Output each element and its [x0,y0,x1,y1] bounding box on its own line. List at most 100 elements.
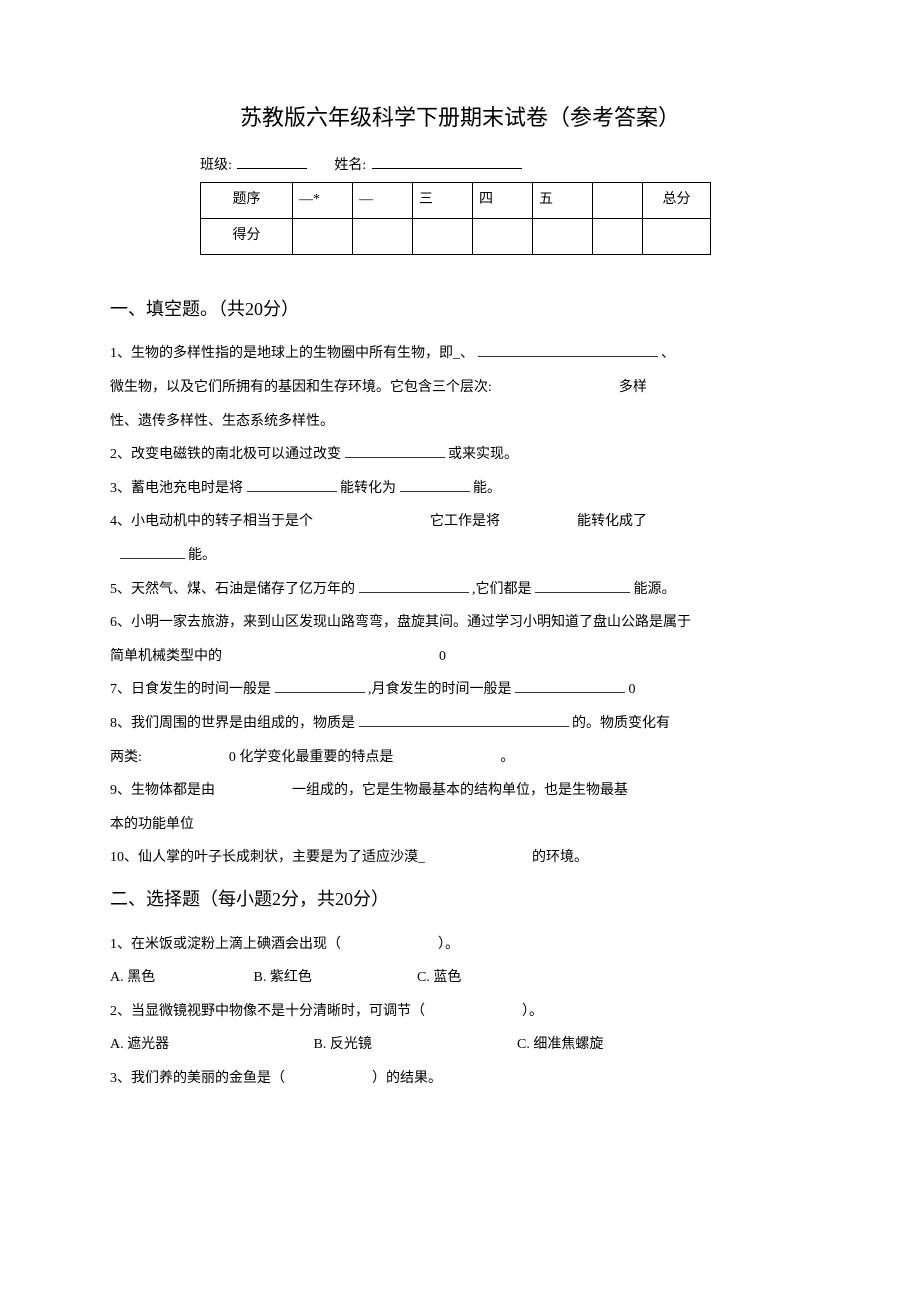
question-2: 2、改变电磁铁的南北极可以通过改变 或来实现。 [110,438,810,472]
q7-text-b: ,月食发生的时间一般是 [368,682,515,697]
q4-blank [120,546,185,559]
q5-text-c: 能源。 [634,582,676,597]
q3-blank-2 [400,479,470,492]
q9-text-c: 本的功能单位 [110,817,194,832]
question-4-line2: 能。 [110,539,810,573]
question-3: 3、蓄电池充电时是将 能转化为 能。 [110,472,810,506]
col-3: 三 [413,182,473,218]
s2-q1-opt-b: B. 紫红色 [254,961,414,995]
class-name-row: 班级: 姓名: [200,155,810,177]
col-blank [593,182,643,218]
question-8-line2: 两类: 0 化学变化最重要的特点是 。 [110,741,810,775]
question-9-line2: 本的功能单位 [110,808,810,842]
q8-text-e: 。 [500,750,514,765]
question-6: 6、小明一家去旅游，来到山区发现山路弯弯，盘旋其间。通过学习小明知道了盘山公路是… [110,606,810,640]
q10-text-b: 的环境。 [532,850,588,865]
q8-text-c: 两类: [110,750,142,765]
score-cell [533,218,593,254]
q9-text-a: 9、生物体都是由 [110,783,215,798]
question-10: 10、仙人掌的叶子长成刺状，主要是为了适应沙漠_ 的环境。 [110,841,810,875]
q2-text-a: 2、改变电磁铁的南北极可以通过改变 [110,447,341,462]
col-total: 总分 [643,182,711,218]
q8-text-d: 0 化学变化最重要的特点是 [229,750,394,765]
q8-blank-1 [359,714,569,727]
q5-text-b: ,它们都是 [472,582,532,597]
q6-text-c: 0 [439,649,446,664]
q1-blank-1 [478,345,658,358]
col-4: 四 [473,182,533,218]
class-blank [237,155,307,169]
q3-blank-1 [247,479,337,492]
s2-q1-end: ）。 [438,937,459,952]
q2-text-b: 或来实现。 [448,447,518,462]
question-8: 8、我们周围的世界是由组成的，物质是 的。物质变化有 [110,707,810,741]
table-row: 题序 —* — 三 四 五 总分 [201,182,711,218]
q8-text-b: 的。物质变化有 [572,716,670,731]
s2-q2-options: A. 遮光器 B. 反光镜 C. 细准焦螺旋 [110,1028,810,1062]
score-cell [353,218,413,254]
q9-text-b: 一组成的，它是生物最基本的结构单位，也是生物最基 [292,783,628,798]
question-1: 1、生物的多样性指的是地球上的生物圈中所有生物，即_、 、 [110,337,810,371]
question-1-line3: 性、遗传多样性、生态系统多样性。 [110,405,810,439]
class-label: 班级: [200,158,232,173]
row-score-label: 得分 [201,218,293,254]
q6-text-a: 6、小明一家去旅游，来到山区发现山路弯弯，盘旋其间。通过学习小明知道了盘山公路是… [110,615,691,630]
question-5: 5、天然气、煤、石油是储存了亿万年的 ,它们都是 能源。 [110,573,810,607]
s2-question-3: 3、我们养的美丽的金鱼是（ ）的结果。 [110,1062,810,1096]
table-row: 得分 [201,218,711,254]
q7-blank-2 [515,681,625,694]
s2-q2-opt-c: C. 细准焦螺旋 [517,1028,603,1062]
s2-q1-options: A. 黑色 B. 紫红色 C. 蓝色 [110,961,810,995]
q4-text-b: 它工作是将 [430,514,500,529]
q4-text-c: 能转化成了 [577,514,647,529]
q1-text-c: 微生物，以及它们所拥有的基因和生存环境。它包含三个层次: [110,380,492,395]
q3-text-a: 3、蓄电池充电时是将 [110,481,247,496]
s2-q2-end: ）。 [522,1004,543,1019]
score-cell [593,218,643,254]
score-cell [293,218,353,254]
q1-text-d: 多样 [619,380,647,395]
q1-text-b: 、 [661,346,675,361]
question-4: 4、小电动机中的转子相当于是个 它工作是将 能转化成了 [110,505,810,539]
q4-text-a: 4、小电动机中的转子相当于是个 [110,514,313,529]
question-6-line2: 简单机械类型中的 0 [110,640,810,674]
row-seq-label: 题序 [201,182,293,218]
q5-blank-1 [359,580,469,593]
q7-blank-1 [275,681,365,694]
s2-q2-opt-a: A. 遮光器 [110,1028,310,1062]
s2-q1-text: 1、在米饭或淀粉上滴上碘酒会出现（ [110,937,341,952]
q2-blank [345,446,445,459]
q4-text-d: 能。 [188,548,216,563]
q1-text-e: 性、遗传多样性、生态系统多样性。 [110,414,334,429]
q7-text-c: 0 [629,682,636,697]
q6-text-b: 简单机械类型中的 [110,649,222,664]
s2-q3-end: ）的结果。 [372,1071,442,1086]
q7-text-a: 7、日食发生的时间一般是 [110,682,275,697]
question-9: 9、生物体都是由 一组成的，它是生物最基本的结构单位，也是生物最基 [110,774,810,808]
score-table: 题序 —* — 三 四 五 总分 得分 [200,182,711,255]
name-blank [372,155,522,169]
page-title: 苏教版六年级科学下册期末试卷（参考答案） [110,100,810,135]
col-1: —* [293,182,353,218]
s2-question-1: 1、在米饭或淀粉上滴上碘酒会出现（ ）。 [110,928,810,962]
section-1-heading: 一、填空题。（共20分） [110,295,810,324]
s2-q1-opt-a: A. 黑色 [110,961,250,995]
score-cell [473,218,533,254]
s2-question-2: 2、当显微镜视野中物像不是十分清晰时，可调节（ ）。 [110,995,810,1029]
q1-text-a: 1、生物的多样性指的是地球上的生物圈中所有生物，即_、 [110,346,474,361]
q5-text-a: 5、天然气、煤、石油是储存了亿万年的 [110,582,359,597]
col-5: 五 [533,182,593,218]
question-7: 7、日食发生的时间一般是 ,月食发生的时间一般是 0 [110,673,810,707]
name-label: 姓名: [334,158,366,173]
score-cell [413,218,473,254]
q10-text-a: 10、仙人掌的叶子长成刺状，主要是为了适应沙漠_ [110,850,425,865]
s2-q3-text: 3、我们养的美丽的金鱼是（ [110,1071,285,1086]
s2-q2-text: 2、当显微镜视野中物像不是十分清晰时，可调节（ [110,1004,425,1019]
q8-text-a: 8、我们周围的世界是由组成的，物质是 [110,716,359,731]
s2-q2-opt-b: B. 反光镜 [314,1028,514,1062]
score-cell [643,218,711,254]
s2-q1-opt-c: C. 蓝色 [417,961,461,995]
q5-blank-2 [535,580,630,593]
question-1-line2: 微生物，以及它们所拥有的基因和生存环境。它包含三个层次: 多样 [110,371,810,405]
q3-text-c: 能。 [473,481,501,496]
